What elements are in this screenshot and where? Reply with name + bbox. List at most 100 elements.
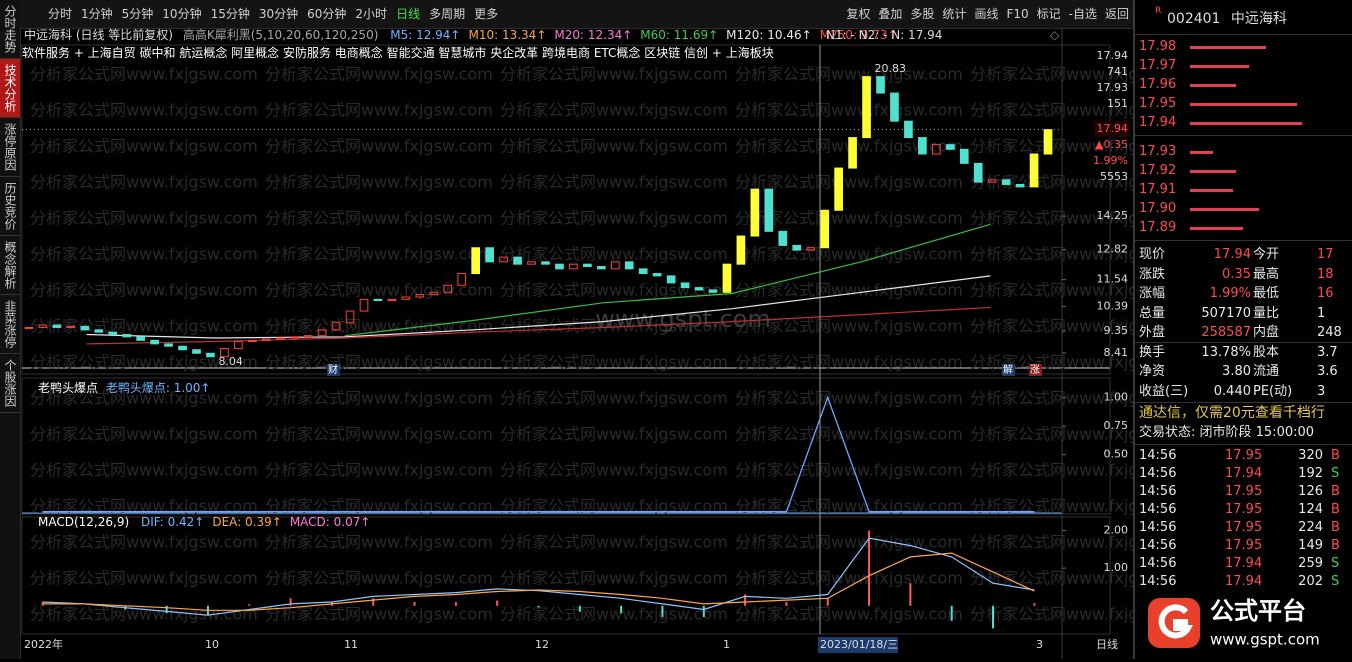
candle — [694, 287, 704, 291]
tool-button[interactable]: 多股 — [910, 7, 935, 21]
tool-button[interactable]: 叠加 — [878, 7, 903, 21]
candle — [820, 209, 830, 249]
watermark: 分析家公式网www.fxjgsw.com — [735, 425, 963, 444]
watermark: 分析家公式网www.fxjgsw.com — [970, 209, 1133, 228]
period-tab[interactable]: 30分钟 — [258, 7, 299, 21]
candle — [959, 148, 969, 164]
sidebar-tab[interactable]: 分时走势 — [0, 0, 20, 59]
stat-value: 0.35 — [1222, 266, 1251, 282]
candle — [932, 144, 941, 155]
candle — [164, 343, 173, 347]
watermark: 分析家公式网www.fxjgsw.com — [500, 317, 728, 336]
candle — [247, 339, 257, 343]
candle — [569, 263, 578, 270]
period-tab[interactable]: 15分钟 — [210, 7, 250, 21]
watermark: 分析家公式网www.fxjgsw.com — [970, 245, 1133, 264]
y-tick-label: 10.39 — [1097, 300, 1129, 313]
trade-time: 14:56 — [1139, 520, 1177, 535]
marker: 财 — [328, 363, 338, 376]
candle — [1001, 179, 1011, 185]
candle — [1043, 129, 1053, 155]
book-price: 17.97 — [1139, 58, 1177, 73]
tool-button[interactable]: 返回 — [1104, 7, 1129, 21]
period-tab[interactable]: 60分钟 — [307, 7, 347, 21]
candle — [457, 273, 467, 286]
watermark: 分析家公式网www.fxjgsw.com — [735, 245, 963, 264]
tool-button[interactable]: F10 — [1006, 7, 1029, 21]
candle — [610, 261, 620, 270]
candle — [499, 256, 508, 263]
tool-button[interactable]: 画线 — [974, 7, 999, 21]
separator — [1135, 135, 1352, 136]
candle — [206, 352, 215, 358]
sidebar-tab[interactable]: 个股涨因 — [0, 354, 20, 413]
stat-label: 量比 — [1253, 305, 1280, 321]
quote-panel: R 002401 中远海科 17.98 17.97 17.96 17.95 17.94 1… — [1133, 0, 1352, 659]
watermark: 分析家公式网www.fxjgsw.com — [30, 173, 258, 192]
trade-time: 14:56 — [1139, 538, 1177, 553]
period-tab[interactable]: 日线 — [396, 7, 421, 21]
candle — [373, 298, 383, 302]
sidebar-tab[interactable]: 涨停原因 — [0, 118, 20, 177]
sidebar-tab[interactable]: 概念解析 — [0, 236, 20, 295]
period-tab[interactable]: 多周期 — [429, 7, 466, 21]
book-bar — [1190, 208, 1260, 211]
ma-label: M120: 10.46↑ — [726, 28, 812, 42]
watermark: 分析家公式网www.fxjgsw.com — [735, 497, 963, 516]
book-bar — [1190, 189, 1233, 192]
period-tab[interactable]: 分时 — [48, 7, 73, 21]
toolbar: 分时 1分钟 5分钟 10分钟 15分钟 30分钟 60分钟 2小时 日线 多周期 更多 复权 叠加多… — [20, 0, 1133, 29]
sidebar-tab[interactable]: 韭菜涨停 — [0, 295, 20, 354]
diamond-icon[interactable]: ◇ — [1050, 28, 1060, 42]
separator — [1135, 444, 1352, 445]
sidebar-tab[interactable]: 历史竞价 — [0, 177, 20, 236]
separator — [1135, 34, 1352, 35]
stat-value: 18 — [1317, 266, 1334, 282]
trade-time: 14:56 — [1139, 574, 1177, 589]
stat-label: PE(动) — [1253, 383, 1293, 399]
watermark: 分析家公式网www.fxjgsw.com — [735, 101, 963, 120]
macd-header: MACD(12,26,9) DIF: 0.42↑ DEA: 0.39↑ MACD: … — [38, 514, 370, 530]
trade-price: 17.94 — [1225, 574, 1263, 589]
period-tab[interactable]: 更多 — [474, 7, 499, 21]
period-tab[interactable]: 2小时 — [355, 7, 388, 21]
watermark: 分析家公式网www.fxjgsw.com — [735, 281, 963, 300]
trade-side: S — [1331, 574, 1340, 589]
watermark: 分析家公式网www.fxjgsw.com — [30, 101, 258, 120]
watermark: 分析家公式网www.fxjgsw.com — [500, 497, 728, 516]
tool-button[interactable]: 统计 — [942, 7, 967, 21]
low-label: 8.04 — [218, 355, 243, 368]
stat-label: 内盘 — [1253, 325, 1280, 340]
period-tab[interactable]: 5分钟 — [121, 7, 154, 21]
stat-label: 换手 — [1139, 344, 1166, 360]
watermark: 分析家公式网www.fxjgsw.com — [30, 65, 258, 84]
stat-value: 1 — [1317, 305, 1326, 321]
period-tab[interactable]: 10分钟 — [162, 7, 202, 21]
trade-volume: 192 — [1298, 466, 1323, 481]
period-tab[interactable]: 1分钟 — [81, 7, 113, 21]
tool-button[interactable]: 复权 — [846, 7, 871, 21]
tool-button[interactable]: 标记 — [1036, 7, 1061, 21]
stat-value: 0.440 — [1213, 383, 1251, 399]
trade-price: 17.95 — [1225, 538, 1263, 553]
book-price: 17.98 — [1139, 39, 1177, 54]
trade-volume: 202 — [1298, 574, 1323, 589]
book-bar — [1190, 122, 1302, 125]
macd-label: DEA: 0.39↑ — [212, 515, 282, 529]
candle — [987, 179, 997, 183]
watermark: 分析家公式网www.fxjgsw.com — [265, 209, 493, 228]
candle — [24, 326, 34, 329]
stat-label: 现价 — [1139, 247, 1166, 262]
x-label: 10 — [205, 638, 219, 651]
candle — [764, 188, 774, 232]
candle — [317, 329, 327, 337]
trade-price: 17.95 — [1225, 502, 1263, 517]
watermark: 分析家公式网www.fxjgsw.com — [265, 245, 493, 264]
watermark: 分析家公式网www.fxjgsw.com — [970, 605, 1133, 624]
book-bar — [1190, 103, 1297, 106]
tool-button[interactable]: -自选 — [1068, 7, 1097, 21]
candle — [904, 120, 913, 139]
candle — [583, 263, 592, 268]
candle — [387, 298, 397, 302]
sidebar-tab[interactable]: 技术分析 — [0, 59, 20, 118]
